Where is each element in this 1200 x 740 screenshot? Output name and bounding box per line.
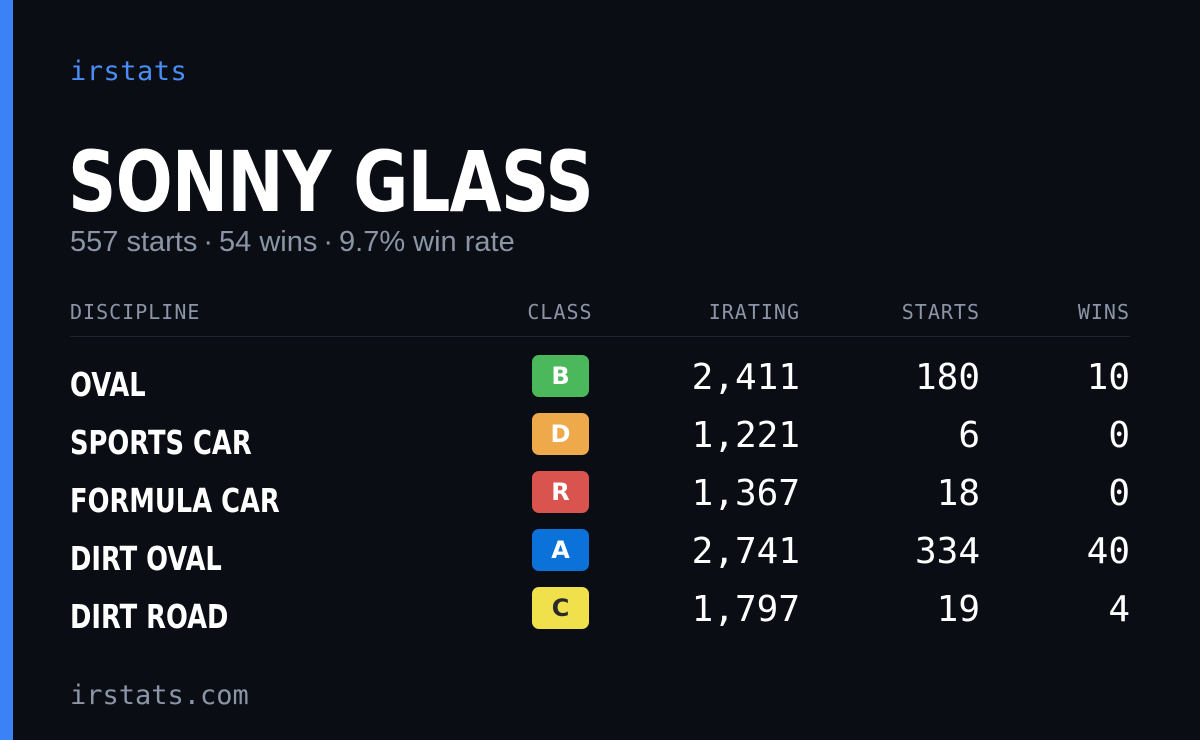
brand-logo: irstats: [70, 56, 188, 87]
irating-value: 2,411: [691, 357, 800, 398]
class-badge: D: [532, 413, 589, 455]
header-wins: WINS: [1077, 300, 1130, 324]
wins-value: 40: [1086, 531, 1130, 572]
table-row: SPORTS CAR D 1,221 6 0: [70, 413, 1130, 471]
table-row: FORMULA CAR R 1,367 18 0: [70, 471, 1130, 529]
class-badge: A: [532, 529, 589, 571]
irating-value: 1,797: [691, 589, 800, 630]
starts-value: 19: [936, 589, 980, 630]
header-starts: STARTS: [901, 300, 980, 324]
table-row: OVAL B 2,411 180 10: [70, 355, 1130, 413]
wins-value: 4: [1108, 589, 1130, 630]
starts-value: 180: [914, 357, 980, 398]
header-discipline: DISCIPLINE: [70, 300, 201, 324]
summary-separator: ·: [323, 226, 334, 258]
class-badge: C: [532, 587, 589, 629]
header-irating: IRATING: [708, 300, 800, 324]
class-badge: B: [532, 355, 589, 397]
starts-value: 334: [914, 531, 980, 572]
starts-value: 6: [958, 415, 980, 456]
irating-value: 1,221: [691, 415, 800, 456]
wins-value: 0: [1108, 473, 1130, 514]
footer-url: irstats.com: [70, 680, 249, 711]
driver-name: SONNY GLASS: [68, 133, 594, 231]
discipline-name: DIRT OVAL: [70, 539, 222, 578]
class-badge: R: [532, 471, 589, 513]
table-row: DIRT OVAL A 2,741 334 40: [70, 529, 1130, 587]
header-class: CLASS: [527, 300, 593, 324]
wins-value: 0: [1108, 415, 1130, 456]
discipline-name: SPORTS CAR: [70, 423, 252, 462]
discipline-name: OVAL: [70, 365, 146, 404]
driver-summary: 557 starts · 54 wins · 9.7% win rate: [70, 226, 515, 259]
summary-starts: 557 starts: [70, 226, 198, 258]
discipline-name: DIRT ROAD: [70, 597, 229, 636]
table-header: DISCIPLINE CLASS IRATING STARTS WINS: [70, 296, 1130, 337]
irating-value: 1,367: [691, 473, 800, 514]
discipline-table: DISCIPLINE CLASS IRATING STARTS WINS OVA…: [70, 296, 1130, 645]
starts-value: 18: [936, 473, 980, 514]
summary-separator: ·: [203, 226, 214, 258]
irating-value: 2,741: [691, 531, 800, 572]
accent-bar: [0, 0, 13, 740]
summary-wins: 54 wins: [219, 226, 318, 258]
table-body: OVAL B 2,411 180 10 SPORTS CAR D 1,221 6…: [70, 337, 1130, 645]
discipline-name: FORMULA CAR: [70, 481, 280, 520]
table-row: DIRT ROAD C 1,797 19 4: [70, 587, 1130, 645]
wins-value: 10: [1086, 357, 1130, 398]
summary-win-rate: 9.7% win rate: [339, 226, 515, 258]
